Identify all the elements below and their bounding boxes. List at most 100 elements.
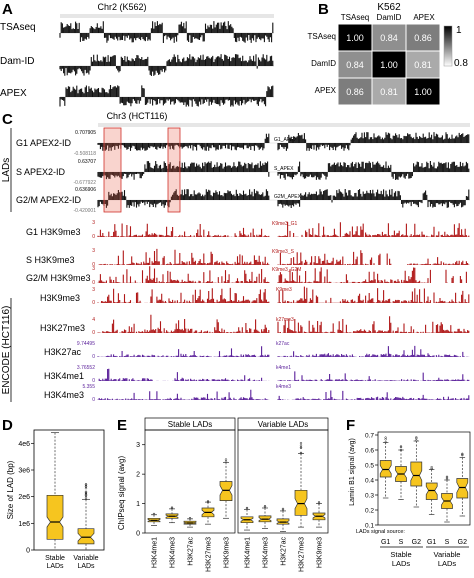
track-tag: k27ac: [276, 341, 290, 347]
outlier-point: [384, 441, 387, 444]
outlier-point: [206, 500, 210, 503]
group-label: Variable: [434, 550, 461, 559]
box: [379, 460, 392, 478]
x-category-label: H3K4me1: [152, 537, 159, 568]
outlier-point: [445, 475, 449, 478]
panel-c-letter: C: [2, 111, 13, 128]
panel-e: E ChIPseq signal (avg) 3 2 1 0 Stable LADs H3…: [117, 417, 329, 572]
heatmap-cell: [371, 77, 407, 106]
highlight-region: [167, 127, 181, 213]
signal-track: [97, 133, 270, 151]
signal-track: [277, 132, 470, 151]
heatmap-value: 0.81: [414, 60, 432, 70]
signal-track: [277, 345, 470, 357]
box: [294, 489, 308, 516]
x-category-label: LADs: [77, 563, 95, 570]
track-scale-top: 4: [92, 317, 95, 323]
track-scale-top: 0.63707: [78, 159, 96, 165]
y-tick-label: 0.3: [365, 493, 374, 500]
x-category-label: H3K9me3: [224, 537, 231, 568]
track-label-apex: APEX: [0, 88, 27, 99]
plot-frame: [33, 429, 105, 551]
encode-track-label: H3K4me3: [44, 390, 84, 400]
heatmap-value: 0.86: [414, 33, 432, 43]
outlier-point: [445, 477, 449, 481]
signal-track: [277, 250, 470, 265]
outlier-point: [84, 493, 88, 496]
heatmap-row-label: TSAseq: [308, 32, 336, 41]
signal-track: [98, 248, 270, 265]
track-scale-top: 3: [92, 266, 95, 272]
y-tick-label: 0.7: [365, 433, 374, 440]
track-tag: G1_APEX: [274, 137, 297, 143]
track-scale-bottom: 0: [92, 378, 95, 384]
heatmap-colorbar: [443, 25, 453, 67]
track-scale-bottom: -0.677922: [73, 180, 96, 186]
outlier-point: [461, 453, 464, 456]
panel-a: A Chr2 (K562) TSAseq Dam-ID APEX: [0, 1, 274, 107]
box: [456, 478, 469, 499]
box: [410, 461, 423, 487]
x-category-label: Stable: [45, 555, 65, 562]
group-label: Stable: [390, 550, 411, 559]
y-tick-label: 3e6: [18, 468, 30, 475]
heatmap-value: 1.00: [414, 87, 432, 97]
outlier-point: [384, 436, 387, 439]
y-tick-label: 0.1: [365, 523, 374, 530]
track-scale-top: 3: [92, 248, 95, 254]
outlier-point: [281, 507, 285, 511]
panel-c: C Chr3 (HCT116) LADs ENCODE (HCT116) G1 …: [1, 111, 470, 403]
signal-track: [97, 266, 270, 283]
signal-track: [277, 316, 470, 333]
x-category-label: G1: [427, 539, 436, 546]
track-scale-bottom: 0: [92, 234, 95, 240]
outlier-point: [84, 490, 88, 493]
encode-group-label: ENCODE (HCT116): [1, 306, 12, 395]
signal-track: [97, 189, 270, 208]
track-scale-bottom: 0: [92, 300, 95, 306]
facet-label: Stable LADs: [168, 420, 212, 429]
outlier-point: [461, 454, 464, 457]
chromosome-ideogram: [60, 14, 274, 18]
panel-f: F Lamin B1 signal (avg) 0.70.60.50.40.30…: [346, 417, 471, 568]
outlier-point: [415, 436, 418, 439]
y-tick-label: 2e6: [18, 494, 30, 501]
box: [219, 481, 233, 501]
panel-a-letter: A: [2, 1, 13, 18]
outlier-point: [317, 502, 321, 505]
box: [46, 494, 64, 540]
group-label: LADs: [438, 559, 457, 568]
track-scale-bottom: -0.420001: [73, 208, 96, 214]
x-category-label: H3K4me3: [263, 537, 270, 568]
x-category-label: H3K4me3: [170, 537, 177, 568]
h3k9me3-track-label: G2/M H3K9me3: [26, 273, 91, 283]
outlier-point: [245, 506, 249, 510]
h3k9me3-track-label: G1 H3K9me3: [26, 227, 81, 237]
outlier-point: [224, 460, 228, 463]
track-tag: k4me1: [276, 365, 291, 371]
x-category-label: H3K27ac: [281, 537, 288, 566]
track-scale-top: 3: [92, 220, 95, 226]
x-category-label: H3K9me3: [317, 537, 324, 568]
signal-track: [97, 287, 270, 303]
outlier-point: [263, 505, 267, 508]
track-tag: G2M_APEX: [274, 194, 302, 200]
heatmap-col-label: TSAseq: [341, 13, 369, 22]
encode-track-label: H3K9me3: [40, 293, 80, 303]
x-category-label: G2: [458, 539, 467, 546]
y-tick-label: 0: [26, 548, 30, 555]
track-scale-top: 0.636906: [75, 187, 96, 193]
outlier-point: [84, 485, 88, 488]
signal-track: [277, 267, 467, 283]
outlier-point: [399, 448, 403, 452]
outlier-point: [152, 512, 156, 516]
panel-d: D Size of LAD (bp) 4e63e62e61e60StableLA…: [2, 417, 105, 570]
panel-d-letter: D: [2, 417, 13, 434]
correlation-heatmap: 1.00 0.84 0.86 0.84 1.00 0.81 0.86 0.81 1.00: [337, 23, 441, 106]
heatmap-value: 1.00: [380, 60, 398, 70]
y-tick-label: 0.4: [365, 478, 374, 485]
outlier-point: [299, 451, 303, 455]
outlier-point: [299, 444, 303, 447]
x-category-label: H3K27me3: [299, 537, 306, 572]
